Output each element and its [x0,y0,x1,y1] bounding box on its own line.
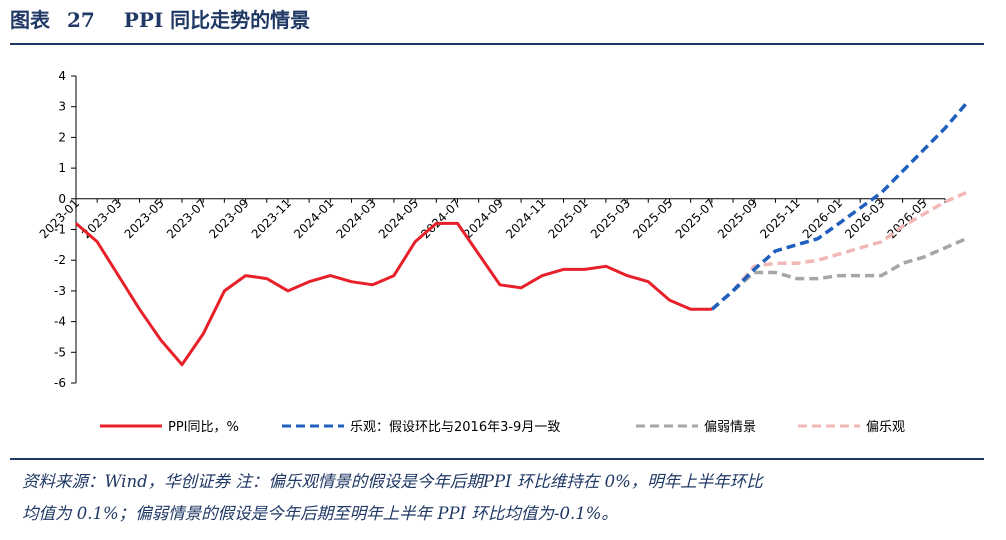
legend-label-slightly-optimistic: 偏乐观 [866,420,905,435]
x-tick-label: 2024-09 [461,196,506,241]
series-line-slightly-optimistic [710,191,967,311]
x-tick-label: 2024-03 [333,196,378,241]
y-tick-label: 2 [58,130,66,144]
figure-title: 图表 27 PPI 同比走势的情景 [10,4,310,36]
x-tick-label: 2025-07 [673,196,718,241]
y-tick-label: 4 [58,69,66,83]
x-tick-label: 2023-11 [249,196,294,241]
figure-number: 27 [66,8,95,32]
y-tick-label: 3 [58,100,66,114]
x-tick-label: 2024-11 [503,196,548,241]
series-line-weak [710,237,967,311]
legend-label-weak: 偏弱情景 [704,420,756,435]
x-tick-label: 2023-07 [164,196,209,241]
footnote-line-2: 均值为 0.1%；偏弱情景的假设是今年后期至明年上半年 PPI 环比均值为-0.… [22,504,618,523]
y-tick-label: -2 [54,253,66,267]
y-tick-label: -6 [54,376,66,390]
top-rule [10,43,984,45]
x-tick-label: 2025-09 [715,196,760,241]
x-tick-label: 2023-05 [122,196,167,241]
y-tick-label: -4 [54,315,66,329]
x-tick-label: 2025-11 [757,196,802,241]
x-tick-label: 2025-05 [630,196,675,241]
legend-label-ppi: PPI同比，% [168,420,239,435]
y-tick-label: 0 [58,192,66,206]
y-tick-label: 1 [58,161,66,175]
x-tick-label: 2023-03 [79,196,124,241]
y-tick-label: -1 [54,223,66,237]
figure-title-text: PPI 同比走势的情景 [123,8,311,32]
x-tick-label: 2023-09 [206,196,251,241]
legend-label-optimistic: 乐观：假设环比与2016年3-9月一致 [350,420,560,435]
series-line-optimistic [710,102,968,311]
figure-label: 图表 [10,8,50,32]
bottom-rule [10,458,984,460]
x-tick-label: 2024-05 [376,196,421,241]
footnote-line-1: 资料来源：Wind，华创证券 注：偏乐观情景的假设是今年后期PPI 环比维持在 … [22,472,763,491]
y-tick-label: -3 [54,284,66,298]
x-tick-label: 2025-01 [545,196,590,241]
x-tick-label: 2024-01 [291,196,336,241]
y-tick-label: -5 [54,345,66,359]
source-footnote: 资料来源：Wind，华创证券 注：偏乐观情景的假设是今年后期PPI 环比维持在 … [22,466,982,530]
x-tick-label: 2026-01 [800,196,845,241]
x-tick-label: 2025-03 [588,196,633,241]
ppi-yoy-chart: 43210-1-2-3-4-5-62023-012023-032023-0520… [37,69,968,435]
series-line-ppi [75,221,712,367]
